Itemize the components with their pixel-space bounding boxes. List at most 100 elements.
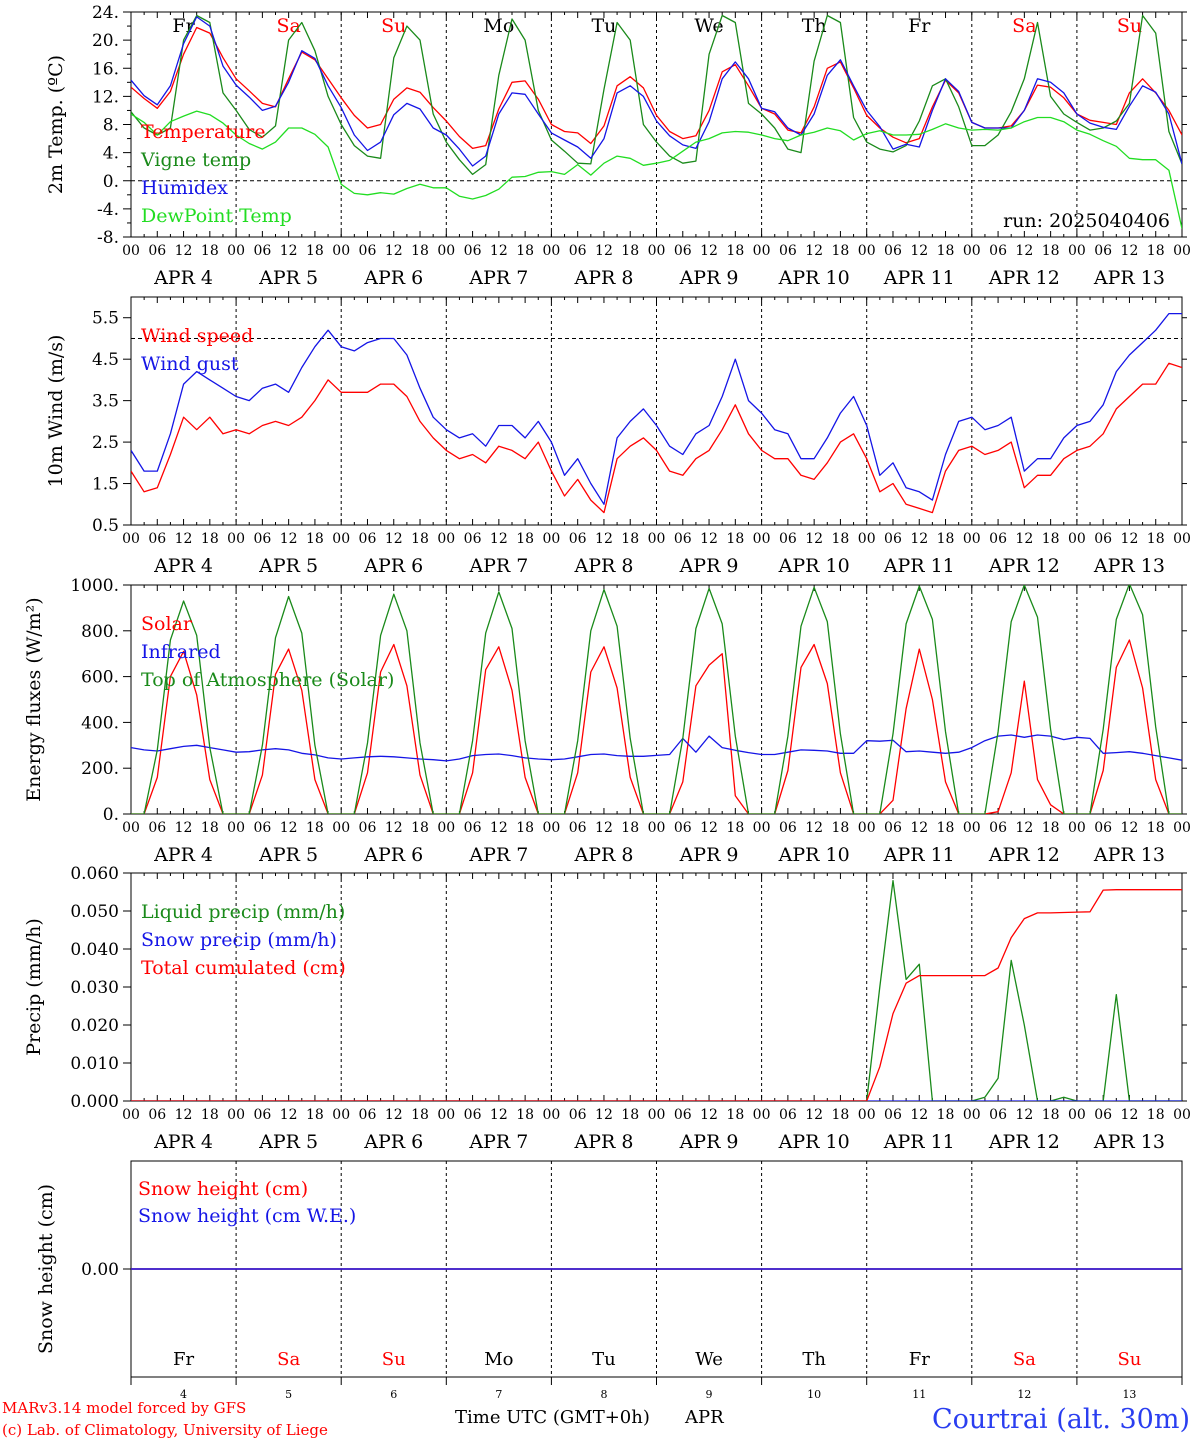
- hour-tick-label: 06: [884, 820, 902, 836]
- series-line: [131, 585, 1182, 814]
- date-number-label: 12: [1017, 1388, 1031, 1401]
- hour-tick-label: 18: [1147, 1107, 1165, 1123]
- hour-tick-label: 12: [1121, 1107, 1139, 1123]
- panel-temperature: 24. 20. 16. 12. 8. 4. 0. -4. -8. 2m Temp. (ºC) 00 0…: [45, 3, 1191, 289]
- hour-tick-label: 06: [569, 820, 587, 836]
- hour-tick-label: 00: [227, 531, 245, 547]
- day-name-label: Tu: [591, 15, 616, 37]
- footer: MARv3.14 model forced by GFS (c) Lab. of…: [2, 1399, 1190, 1439]
- day-name-label: Fr: [909, 1349, 930, 1370]
- day-name-label: Sa: [277, 1349, 300, 1370]
- day-name-label: Tu: [592, 1349, 616, 1370]
- hour-tick-label: 06: [148, 531, 166, 547]
- date-label: APR 12: [988, 844, 1060, 866]
- hour-tick-label: 06: [674, 1107, 692, 1123]
- legend-entry: Infrared: [141, 641, 221, 663]
- y-tick-label: 1000.: [70, 576, 119, 596]
- hour-tick-label: 18: [1147, 820, 1165, 836]
- legend-entry: Wind speed: [141, 325, 253, 347]
- hour-tick-label: 18: [1042, 243, 1060, 259]
- hour-tick-label: 18: [937, 243, 955, 259]
- series-line: [131, 26, 1182, 150]
- legend-entry: Temperature: [141, 121, 265, 143]
- hour-tick-label: 18: [411, 1107, 429, 1123]
- hour-tick-label: 12: [1015, 531, 1033, 547]
- hour-tick-label: 18: [1147, 243, 1165, 259]
- date-label: APR 6: [363, 555, 423, 577]
- hour-tick-label: 00: [753, 531, 771, 547]
- y-tick-label: 4.5: [92, 350, 119, 370]
- hour-tick-label: 00: [332, 1107, 350, 1123]
- hour-tick-label: 06: [674, 531, 692, 547]
- hour-tick-label: 00: [437, 243, 455, 259]
- y-tick-label: 600.: [81, 668, 119, 688]
- legend-entry: Vigne temp: [140, 149, 251, 171]
- hour-tick-label: 18: [832, 243, 850, 259]
- date-label: APR 11: [883, 844, 955, 866]
- date-label: APR 12: [988, 267, 1060, 289]
- legend-entry: Snow height (cm): [138, 1178, 308, 1200]
- hour-tick-label: 18: [1042, 1107, 1060, 1123]
- date-label: APR 6: [363, 1131, 423, 1153]
- y-axis-label: 10m Wind (m/s): [45, 335, 67, 488]
- hour-tick-label: 18: [201, 531, 219, 547]
- hour-tick-label: 00: [963, 531, 981, 547]
- date-label: APR 13: [1093, 1131, 1165, 1153]
- hour-tick-label: 00: [963, 820, 981, 836]
- hour-tick-label: 06: [989, 1107, 1007, 1123]
- hour-tick-label: 00: [963, 1107, 981, 1123]
- legend-entry: Humidex: [141, 177, 228, 199]
- x-axis-month: APR: [684, 1407, 724, 1428]
- hour-tick-label: 06: [253, 243, 271, 259]
- y-tick-label: 0.050: [70, 902, 119, 922]
- hour-tick-label: 12: [280, 243, 298, 259]
- series-line: [131, 639, 1182, 814]
- hour-tick-label: 06: [884, 243, 902, 259]
- hour-tick-label: 12: [280, 531, 298, 547]
- date-label: APR 4: [153, 555, 213, 577]
- legend-entry: Snow precip (mm/h): [141, 929, 337, 951]
- y-axis-label: Snow height (cm): [35, 1184, 57, 1354]
- hour-tick-label: 12: [385, 531, 403, 547]
- panel-energy: 1000. 800. 600. 400. 200. 0. Energy fluxes (W/…: [23, 576, 1191, 866]
- y-tick-label: -4.: [97, 200, 119, 220]
- hour-tick-label: 00: [122, 243, 140, 259]
- hour-tick-label: 00: [542, 243, 560, 259]
- y-tick-label: 0.020: [70, 1016, 119, 1036]
- hour-tick-label: 18: [201, 1107, 219, 1123]
- hour-tick-label: 12: [1121, 820, 1139, 836]
- date-label: APR 6: [363, 844, 423, 866]
- y-tick-label: 0.: [103, 805, 119, 825]
- date-number-label: 10: [807, 1388, 821, 1401]
- day-name-label: Su: [1117, 15, 1142, 37]
- hour-tick-label: 00: [648, 1107, 666, 1123]
- hour-tick-label: 06: [253, 1107, 271, 1123]
- hour-tick-label: 00: [963, 243, 981, 259]
- date-label: APR 5: [258, 555, 318, 577]
- hour-tick-label: 00: [753, 1107, 771, 1123]
- hour-tick-label: 18: [937, 1107, 955, 1123]
- hour-tick-label: 12: [280, 1107, 298, 1123]
- legend-entry: Wind gust: [141, 353, 239, 375]
- hour-tick-label: 12: [700, 531, 718, 547]
- y-tick-label: 0.030: [70, 978, 119, 998]
- legend-entry: Total cumulated (cm): [141, 957, 346, 979]
- hour-tick-label: 00: [332, 820, 350, 836]
- day-name-label: Sa: [1012, 15, 1036, 37]
- hour-tick-label: 06: [884, 531, 902, 547]
- hour-tick-label: 06: [674, 820, 692, 836]
- hour-tick-label: 18: [411, 531, 429, 547]
- hour-tick-label: 06: [674, 243, 692, 259]
- hour-tick-label: 12: [910, 820, 928, 836]
- hour-tick-label: 06: [464, 243, 482, 259]
- hour-tick-label: 12: [700, 820, 718, 836]
- date-label: APR 8: [573, 1131, 633, 1153]
- hour-tick-label: 00: [227, 1107, 245, 1123]
- hour-tick-label: 18: [726, 531, 744, 547]
- hour-tick-label: 12: [910, 531, 928, 547]
- model-credit: MARv3.14 model forced by GFS: [2, 1399, 246, 1417]
- hour-tick-label: 06: [1094, 243, 1112, 259]
- hour-tick-label: 00: [1173, 1107, 1191, 1123]
- y-tick-label: 0.000: [70, 1092, 119, 1112]
